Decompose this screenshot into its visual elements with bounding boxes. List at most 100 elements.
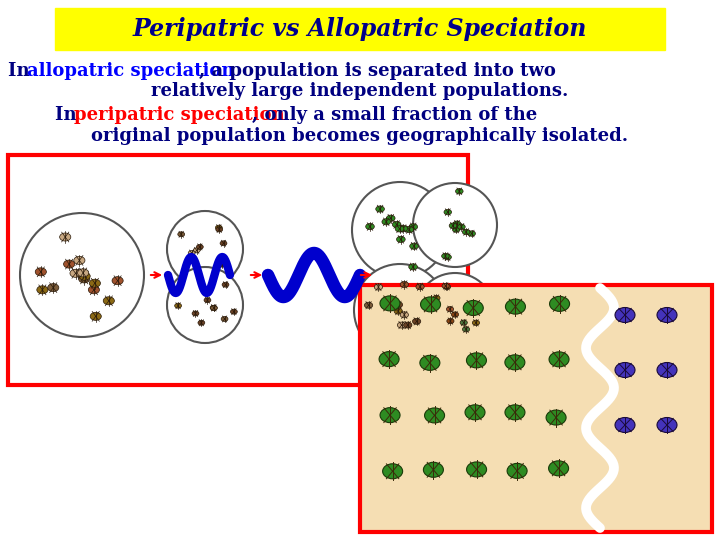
Circle shape <box>354 264 446 356</box>
Ellipse shape <box>549 461 569 476</box>
Ellipse shape <box>70 269 81 278</box>
Ellipse shape <box>219 262 226 267</box>
Ellipse shape <box>48 284 59 292</box>
Ellipse shape <box>426 299 434 305</box>
Text: , a population is separated into two: , a population is separated into two <box>199 62 556 80</box>
Ellipse shape <box>380 408 400 423</box>
Ellipse shape <box>409 224 418 230</box>
Text: allopatric speciation: allopatric speciation <box>27 62 235 80</box>
Ellipse shape <box>657 362 677 377</box>
Ellipse shape <box>462 327 469 332</box>
Ellipse shape <box>615 362 635 377</box>
Ellipse shape <box>468 231 475 237</box>
Ellipse shape <box>456 188 463 194</box>
Ellipse shape <box>507 463 527 478</box>
Ellipse shape <box>387 215 395 221</box>
Ellipse shape <box>197 245 203 249</box>
Ellipse shape <box>423 462 444 477</box>
Ellipse shape <box>420 355 440 370</box>
Ellipse shape <box>444 284 451 289</box>
Ellipse shape <box>178 232 184 237</box>
Ellipse shape <box>399 226 408 232</box>
Ellipse shape <box>193 248 200 253</box>
Circle shape <box>413 183 497 267</box>
Ellipse shape <box>382 219 390 225</box>
Ellipse shape <box>444 254 451 260</box>
Ellipse shape <box>549 352 569 367</box>
Text: In: In <box>55 106 83 124</box>
Ellipse shape <box>505 299 526 314</box>
Bar <box>360 285 712 532</box>
Ellipse shape <box>188 251 195 255</box>
Ellipse shape <box>392 221 401 228</box>
Ellipse shape <box>444 210 451 215</box>
Ellipse shape <box>78 269 89 277</box>
Ellipse shape <box>210 305 217 310</box>
Ellipse shape <box>505 405 525 420</box>
Ellipse shape <box>615 307 635 322</box>
Ellipse shape <box>190 258 197 262</box>
Ellipse shape <box>452 227 460 232</box>
Ellipse shape <box>472 320 480 326</box>
Text: original population becomes geographically isolated.: original population becomes geographical… <box>91 127 629 145</box>
Ellipse shape <box>615 417 635 433</box>
Circle shape <box>352 182 448 278</box>
Ellipse shape <box>221 316 228 321</box>
Ellipse shape <box>465 405 485 420</box>
Text: , only a small fraction of the: , only a small fraction of the <box>252 106 537 124</box>
Ellipse shape <box>546 410 566 425</box>
Bar <box>55 8 665 50</box>
Ellipse shape <box>453 221 461 226</box>
Ellipse shape <box>451 312 459 317</box>
Ellipse shape <box>37 286 48 294</box>
Ellipse shape <box>467 353 487 368</box>
Ellipse shape <box>449 223 456 228</box>
Ellipse shape <box>420 297 441 312</box>
Ellipse shape <box>395 226 404 232</box>
Ellipse shape <box>379 352 399 367</box>
Ellipse shape <box>63 260 75 268</box>
Ellipse shape <box>549 296 570 312</box>
Ellipse shape <box>79 272 90 280</box>
Circle shape <box>167 211 243 287</box>
Ellipse shape <box>467 462 487 477</box>
Ellipse shape <box>442 284 449 288</box>
Ellipse shape <box>395 302 402 308</box>
Ellipse shape <box>204 298 211 302</box>
Ellipse shape <box>215 225 222 230</box>
Ellipse shape <box>175 303 181 308</box>
Ellipse shape <box>446 307 454 312</box>
Ellipse shape <box>425 408 444 423</box>
Ellipse shape <box>657 417 677 433</box>
Ellipse shape <box>89 279 101 287</box>
Circle shape <box>415 273 495 353</box>
Circle shape <box>167 267 243 343</box>
Ellipse shape <box>382 464 402 479</box>
Ellipse shape <box>447 319 454 323</box>
Ellipse shape <box>463 300 483 315</box>
Ellipse shape <box>458 224 465 230</box>
Circle shape <box>20 213 144 337</box>
Ellipse shape <box>400 312 408 318</box>
Ellipse shape <box>78 275 90 283</box>
Ellipse shape <box>192 311 199 316</box>
Text: In: In <box>8 62 36 80</box>
Ellipse shape <box>657 307 677 322</box>
Ellipse shape <box>76 270 88 278</box>
Ellipse shape <box>374 284 382 290</box>
Ellipse shape <box>404 322 412 328</box>
Ellipse shape <box>35 268 46 276</box>
Ellipse shape <box>441 253 449 259</box>
Text: relatively large independent populations.: relatively large independent populations… <box>151 82 569 100</box>
Ellipse shape <box>413 319 420 325</box>
Ellipse shape <box>433 295 440 301</box>
Ellipse shape <box>409 264 418 270</box>
Ellipse shape <box>210 306 217 310</box>
Text: peripatric speciation: peripatric speciation <box>74 106 284 124</box>
Ellipse shape <box>376 206 384 212</box>
Ellipse shape <box>198 320 204 325</box>
Ellipse shape <box>364 302 373 308</box>
Ellipse shape <box>230 309 238 314</box>
Ellipse shape <box>397 236 405 242</box>
Ellipse shape <box>216 227 222 232</box>
